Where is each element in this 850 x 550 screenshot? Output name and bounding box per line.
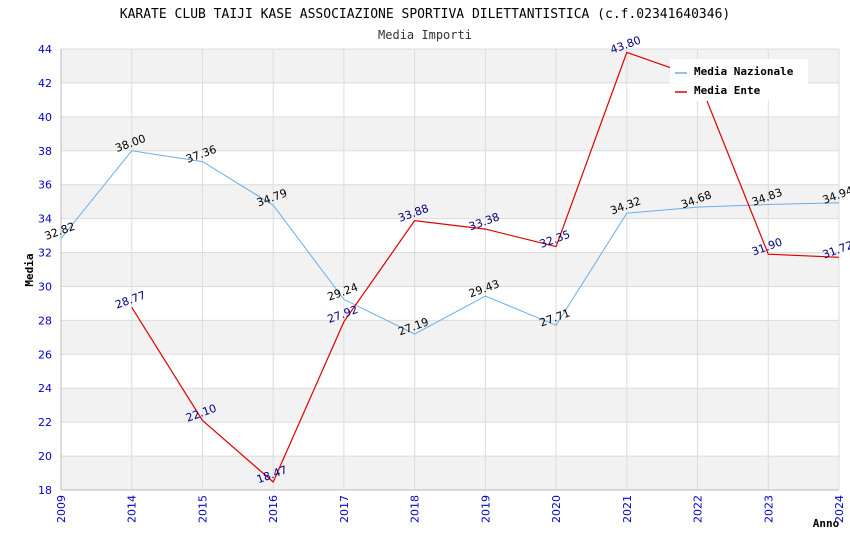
legend-box bbox=[670, 59, 808, 101]
y-tick-label: 34 bbox=[38, 213, 52, 226]
x-tick-label: 2018 bbox=[409, 495, 422, 523]
grid-band bbox=[61, 116, 839, 151]
y-tick-label: 32 bbox=[38, 247, 52, 260]
x-tick-label: 2020 bbox=[550, 495, 563, 523]
y-tick-label: 18 bbox=[38, 484, 52, 497]
x-tick-label: 2017 bbox=[338, 495, 351, 523]
data-label: 28.77 bbox=[114, 289, 148, 312]
data-label: 32.35 bbox=[538, 228, 572, 251]
y-tick-label: 26 bbox=[38, 348, 52, 361]
chart-subtitle: Media Importi bbox=[378, 28, 472, 42]
y-tick-label: 38 bbox=[38, 145, 52, 158]
x-tick-label: 2015 bbox=[196, 495, 209, 523]
x-tick-label: 2009 bbox=[55, 495, 68, 523]
x-tick-label: 2016 bbox=[267, 495, 280, 523]
series-line-media-nazionale bbox=[60, 150, 840, 335]
y-tick-label: 28 bbox=[38, 314, 52, 327]
y-tick-label: 22 bbox=[38, 416, 52, 429]
y-tick-label: 36 bbox=[38, 179, 52, 192]
x-tick-label: 2023 bbox=[762, 495, 775, 523]
grid-band bbox=[61, 184, 839, 219]
grid-band bbox=[61, 388, 839, 423]
x-tick-label: 2024 bbox=[833, 495, 846, 523]
y-tick-label: 44 bbox=[38, 43, 52, 56]
x-tick-label: 2022 bbox=[692, 495, 705, 523]
chart-title: KARATE CLUB TAIJI KASE ASSOCIAZIONE SPOR… bbox=[120, 7, 730, 22]
legend-label-media-nazionale: Media Nazionale bbox=[694, 65, 794, 78]
legend-label-media-ente: Media Ente bbox=[694, 84, 761, 97]
y-tick-label: 30 bbox=[38, 280, 52, 293]
series-line-media-ente bbox=[131, 51, 840, 483]
y-tick-label: 40 bbox=[38, 111, 52, 124]
legend: Media Nazionale Media Ente bbox=[670, 59, 808, 101]
x-tick-label: 2014 bbox=[126, 495, 139, 523]
x-tick-label: 2021 bbox=[621, 495, 634, 523]
y-tick-label: 20 bbox=[38, 450, 52, 463]
x-axis-label: Anno bbox=[813, 517, 840, 530]
y-tick-label: 42 bbox=[38, 77, 52, 90]
grid-band bbox=[61, 456, 839, 490]
y-tick-label: 24 bbox=[38, 382, 52, 395]
x-tick-label: 2019 bbox=[479, 495, 492, 523]
y-axis-label: Media bbox=[23, 253, 36, 286]
grid-band bbox=[61, 252, 839, 287]
grid-band bbox=[61, 320, 839, 355]
